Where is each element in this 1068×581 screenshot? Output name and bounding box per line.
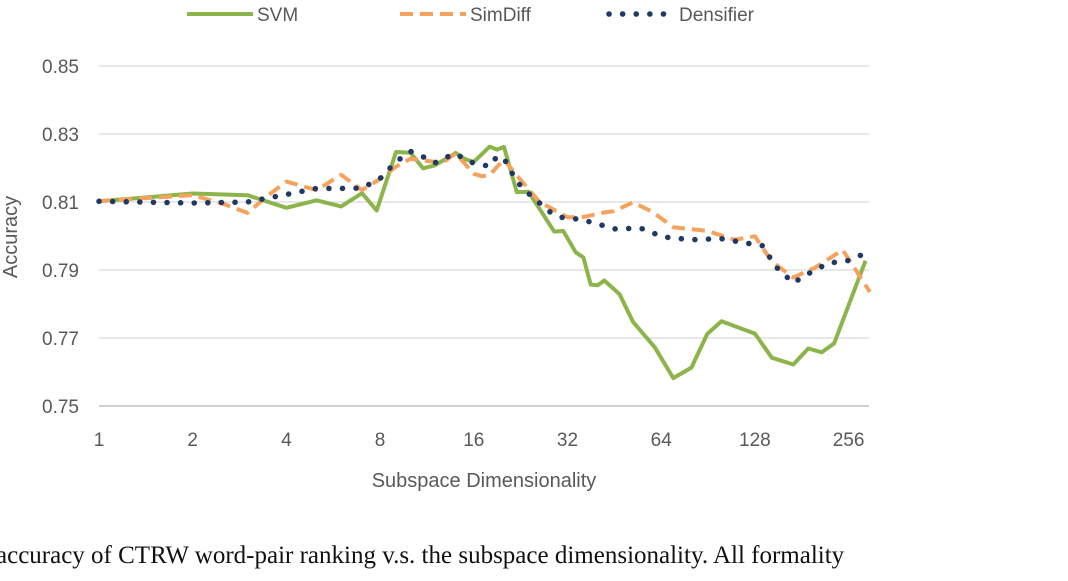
x-tick-label: 8 xyxy=(375,430,386,451)
line-chart: SVM SimDiff Densifier 0.75 0.77 0.79 0.81 0.83… xyxy=(0,5,873,492)
y-tick-label: 0.79 xyxy=(42,261,79,282)
x-axis-ticks: 1 2 4 8 16 32 64 128 256 xyxy=(94,430,865,451)
x-tick-label: 32 xyxy=(557,430,578,451)
x-tick-label: 64 xyxy=(651,430,673,451)
series-line-svm xyxy=(98,144,868,381)
x-tick-label: 2 xyxy=(187,430,198,451)
legend-label-svm: SVM xyxy=(257,5,298,26)
series-layer xyxy=(96,144,873,381)
legend-label-densifier: Densifier xyxy=(679,5,755,26)
gridlines xyxy=(99,65,869,407)
y-tick-label: 0.75 xyxy=(42,397,79,418)
x-tick-label: 1 xyxy=(94,430,105,451)
x-tick-label: 256 xyxy=(833,430,865,451)
y-axis-title: Accuracy xyxy=(0,196,22,278)
x-axis-title: Subspace Dimensionality xyxy=(372,470,597,492)
y-tick-label: 0.85 xyxy=(42,57,79,78)
legend-label-simdiff: SimDiff xyxy=(470,5,532,26)
figure-caption: accuracy of CTRW word-pair ranking v.s. … xyxy=(0,542,845,569)
x-tick-label: 16 xyxy=(463,430,484,451)
series-line-simdiff xyxy=(98,151,872,294)
y-axis-ticks: 0.75 0.77 0.79 0.81 0.83 0.85 xyxy=(42,57,79,418)
y-tick-label: 0.81 xyxy=(42,193,79,214)
series-line-densifier xyxy=(96,148,873,286)
y-tick-label: 0.77 xyxy=(42,329,79,350)
legend: SVM SimDiff Densifier xyxy=(187,5,755,26)
x-tick-label: 4 xyxy=(281,430,292,451)
y-tick-label: 0.83 xyxy=(42,125,79,146)
x-tick-label: 128 xyxy=(739,430,771,451)
